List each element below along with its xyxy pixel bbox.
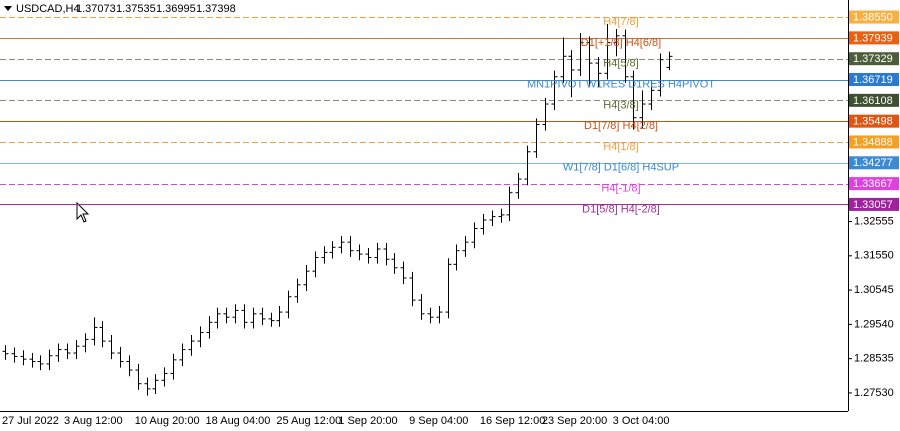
price-box [849,52,899,66]
price-box [849,114,899,128]
y-tick-label: 1.28535 [854,353,894,365]
x-tick-label: 18 Aug 04:00 [206,415,271,427]
symbol-title: USDCAD,H4 [16,3,80,15]
x-tick-label: 27 Jul 2022 [2,415,59,427]
price-box [849,156,899,170]
price-box [849,73,899,87]
x-tick-label: 9 Sep 04:00 [409,415,468,427]
price-box-label: 1.37329 [853,53,893,65]
price-box [849,177,899,191]
price-box-label: 1.38550 [853,11,893,23]
level-label: H4[1/8] [603,141,638,153]
price-box-label: 1.33667 [853,178,893,190]
level-label: W1[7/8] D1[6/8] H4SUP [563,162,679,174]
y-tick-label: 1.29540 [854,318,894,330]
header: USDCAD,H4 1.37073 1.37535 1.36995 1.3739… [16,3,236,15]
x-tick-label: 25 Aug 12:00 [276,415,341,427]
header-open: 1.37073 [76,3,116,15]
header-low: 1.36995 [156,3,196,15]
price-box [849,93,899,107]
level-label: MN1PIVOT W1RES D1RES H4PIVOT [527,78,715,90]
x-tick-label: 10 Aug 20:00 [135,415,200,427]
level-label: H4[-1/8] [601,183,640,195]
x-tick-label: 3 Oct 04:00 [613,415,670,427]
level-label: H4[7/8] [603,16,638,28]
level-label: D1[+1/8] H4[6/8] [581,37,661,49]
price-box [849,31,899,45]
price-box-label: 1.35498 [853,116,893,128]
menu-triangle[interactable] [4,6,12,11]
x-tick-label: 1 Sep 20:00 [338,415,397,427]
x-tick-label: 3 Aug 12:00 [64,415,123,427]
level-label: H4[5/8] [603,58,638,70]
mouse-cursor [76,201,90,223]
price-box-label: 1.36108 [853,95,893,107]
y-tick-label: 1.27530 [854,387,894,399]
price-box-label: 1.34277 [853,157,893,169]
price-box-label: 1.37939 [853,32,893,44]
x-tick-label: 16 Sep 12:00 [480,415,545,427]
price-box-label: 1.34888 [853,136,893,148]
level-label: H4[3/8] [603,99,638,111]
y-tick-label: 1.31550 [854,250,894,262]
price-box [849,197,899,211]
header-high: 1.37535 [116,3,156,15]
level-label: D1[5/8] H4[-2/8] [582,203,660,215]
price-box-label: 1.33057 [853,199,893,211]
y-tick-label: 1.32555 [854,215,894,227]
level-label: D1[7/8] H4[2/8] [584,120,658,132]
y-tick-label: 1.30545 [854,284,894,296]
price-box-label: 1.36719 [853,74,893,86]
header-close: 1.37398 [196,3,236,15]
price-box [849,135,899,149]
x-tick-label: 23 Sep 20:00 [542,415,607,427]
price-box [849,10,899,24]
